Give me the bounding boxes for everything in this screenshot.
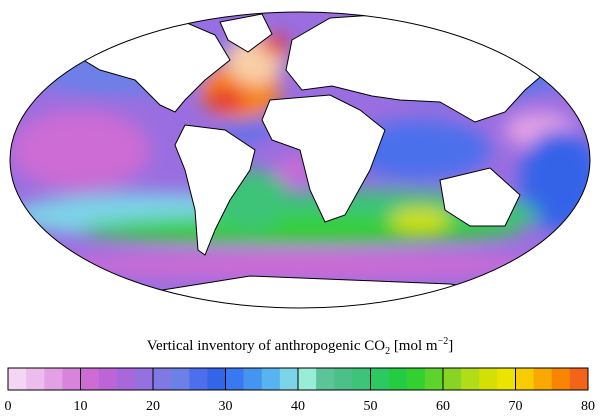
title-text: Vertical inventory of anthropogenic CO [147,338,385,354]
colorbar-cell [515,368,534,390]
colorbar-tick-label: 20 [146,399,160,414]
colorbar-cell [189,368,208,390]
colorbar-cell [153,368,172,390]
colorbar-tick-label: 0 [5,399,12,414]
map-outline [9,11,591,309]
africa [261,94,386,223]
colorbar-cell [44,368,63,390]
colorbar-tick-label: 40 [291,399,305,414]
colorbar-cell [62,368,81,390]
greenland [219,13,273,53]
colorbar-tick-label: 10 [74,399,88,414]
colorbar-tick-label: 70 [509,399,523,414]
map [10,12,590,308]
colorbar-cell [207,368,226,390]
colorbar-cell [8,368,27,390]
colorbar-cell [406,368,426,390]
title-subscript: 2 [385,346,390,357]
colorbar-cell [225,368,244,390]
colorbar-tick-label: 50 [364,399,378,414]
colorbar-title: Vertical inventory of anthropogenic CO2 … [147,336,453,357]
colorbar: 0 10 20 30 40 50 60 70 80 [5,367,595,414]
colorbar-tick-label: 30 [219,399,233,414]
colorbar-cell [388,368,408,390]
colorbar-cell [352,368,371,390]
colorbar-cell [298,368,317,390]
colorbar-cell [80,368,99,390]
colorbar-tick-label: 80 [581,399,595,414]
colorbar-cell [134,368,154,390]
south-america [174,124,256,256]
colorbar-cell [279,368,299,390]
colorbar-cell [497,368,516,390]
colorbar-cell [424,368,444,390]
colorbar-cell [334,368,353,390]
colorbar-cell [569,368,589,390]
australia [439,167,521,227]
colorbar-cell [551,368,571,390]
title-unit: [mol m [390,338,438,354]
title-end: ] [448,338,453,354]
colorbar-cell [533,368,553,390]
colorbar-tick-label: 60 [436,399,450,414]
colorbar-cell [443,368,462,390]
colorbar-cell [116,368,136,390]
colorbar-cell [479,368,498,390]
colorbar-cell [461,368,480,390]
colorbar-cell [171,368,190,390]
colorbar-cell [370,368,389,390]
title-superscript: −2 [438,336,449,347]
colorbar-cell [243,368,263,390]
colorbar-cell [316,368,335,390]
colorbar-cell [26,368,45,390]
colorbar-cell [98,368,118,390]
colorbar-cell [261,368,281,390]
